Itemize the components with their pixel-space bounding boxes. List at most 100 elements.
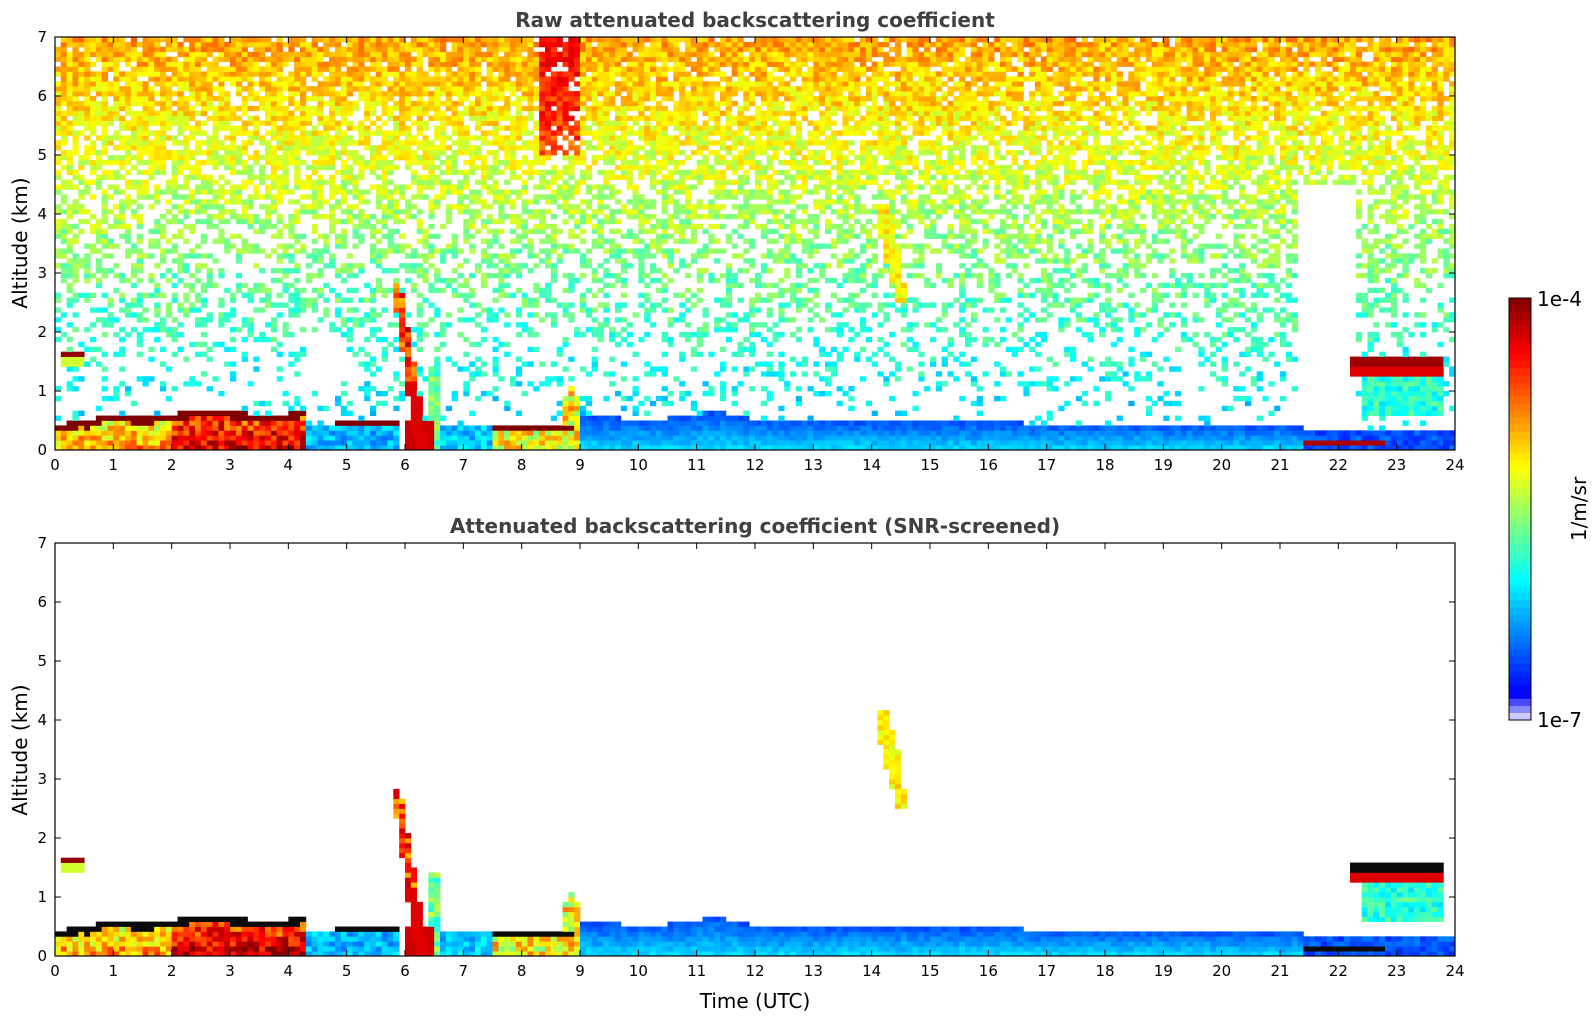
heatmap-cell	[276, 228, 283, 235]
heatmap-cell	[177, 169, 184, 176]
heatmap-cell	[451, 164, 458, 171]
heatmap-cell	[574, 425, 581, 431]
heatmap-cell	[259, 56, 266, 62]
heatmap-cell	[358, 233, 365, 239]
heatmap-cell	[440, 445, 447, 450]
heatmap-cell	[177, 302, 184, 308]
heatmap-cell	[55, 297, 62, 303]
heatmap-cell	[66, 120, 73, 126]
heatmap-cell	[416, 37, 423, 43]
heatmap-cell	[609, 218, 616, 225]
heatmap-cell	[416, 425, 423, 431]
heatmap-cell	[428, 81, 435, 87]
heatmap-cell	[370, 435, 377, 441]
heatmap-cell	[276, 189, 283, 195]
heatmap-cell	[90, 159, 97, 166]
heatmap-cell	[212, 204, 219, 210]
heatmap-cell	[405, 214, 412, 220]
heatmap-cell	[562, 51, 569, 58]
heatmap-cell	[241, 440, 248, 446]
heatmap-cell	[638, 81, 645, 87]
heatmap-cell	[650, 307, 657, 313]
heatmap-cell	[504, 164, 511, 171]
heatmap-cell	[72, 327, 79, 333]
heatmap-cell	[510, 381, 517, 387]
heatmap-cell	[521, 435, 528, 441]
heatmap-cell	[381, 400, 388, 407]
heatmap-cell	[200, 71, 208, 77]
heatmap-cell	[335, 76, 342, 82]
heatmap-cell	[504, 214, 511, 220]
heatmap-cell	[521, 233, 528, 239]
heatmap-cell	[568, 395, 575, 402]
heatmap-cell	[399, 140, 406, 146]
heatmap-cell	[276, 100, 283, 107]
heatmap-cell	[78, 71, 85, 77]
heatmap-cell	[247, 56, 254, 62]
heatmap-cell	[224, 440, 231, 446]
heatmap-cell	[486, 189, 493, 195]
heatmap-cell	[235, 81, 243, 87]
heatmap-cell	[346, 410, 353, 416]
heatmap-cell	[212, 120, 219, 126]
heatmap-cell	[469, 135, 476, 141]
heatmap-cell	[218, 228, 225, 235]
heatmap-cell	[440, 253, 447, 259]
heatmap-cell	[340, 81, 348, 87]
heatmap-cell	[247, 381, 254, 387]
heatmap-cell	[288, 145, 295, 151]
heatmap-cell	[655, 445, 663, 450]
heatmap-cell	[317, 179, 324, 185]
heatmap-cell	[84, 145, 91, 151]
heatmap-cell	[480, 51, 488, 58]
heatmap-cell	[399, 297, 406, 303]
heatmap-cell	[416, 115, 423, 121]
heatmap-cell	[644, 140, 651, 146]
heatmap-cell	[189, 130, 196, 136]
heatmap-cell	[428, 150, 435, 156]
heatmap-cell	[375, 420, 383, 426]
heatmap-cell	[125, 96, 132, 102]
heatmap-cell	[550, 223, 558, 230]
heatmap-cell	[632, 351, 639, 357]
heatmap-cell	[230, 56, 237, 62]
heatmap-cell	[294, 41, 301, 48]
heatmap-cell	[527, 243, 534, 249]
heatmap-cell	[142, 100, 149, 107]
heatmap-cell	[195, 125, 202, 131]
heatmap-cell	[235, 159, 243, 166]
heatmap-cell	[259, 155, 266, 161]
heatmap-cell	[136, 312, 143, 318]
heatmap-cell	[95, 258, 103, 264]
heatmap-cell	[492, 356, 499, 362]
heatmap-cell	[469, 61, 476, 67]
heatmap-cell	[387, 41, 394, 48]
heatmap-cell	[644, 91, 651, 97]
heatmap-cell	[329, 105, 336, 112]
heatmap-cell	[405, 76, 412, 82]
heatmap-cell	[387, 238, 394, 244]
heatmap-cell	[603, 135, 610, 141]
heatmap-cell	[72, 150, 79, 156]
heatmap-cell	[457, 317, 464, 323]
heatmap-cell	[72, 425, 79, 431]
heatmap-cell	[440, 194, 447, 200]
heatmap-cell	[107, 243, 114, 249]
heatmap-cell	[329, 91, 336, 97]
heatmap-cell	[457, 248, 464, 254]
heatmap-cell	[311, 287, 318, 294]
heatmap-cell	[492, 317, 499, 323]
heatmap-cell	[241, 110, 248, 117]
heatmap-cell	[568, 115, 575, 121]
heatmap-cell	[434, 204, 441, 210]
heatmap-cell	[422, 51, 429, 58]
heatmap-cell	[142, 440, 149, 446]
heatmap-cell	[84, 135, 91, 141]
heatmap-cell	[195, 96, 202, 102]
heatmap-cell	[370, 105, 377, 112]
heatmap-cell	[492, 425, 499, 431]
heatmap-cell	[562, 430, 569, 436]
heatmap-cell	[399, 248, 406, 254]
heatmap-cell	[352, 430, 359, 436]
heatmap-cell	[416, 366, 423, 372]
